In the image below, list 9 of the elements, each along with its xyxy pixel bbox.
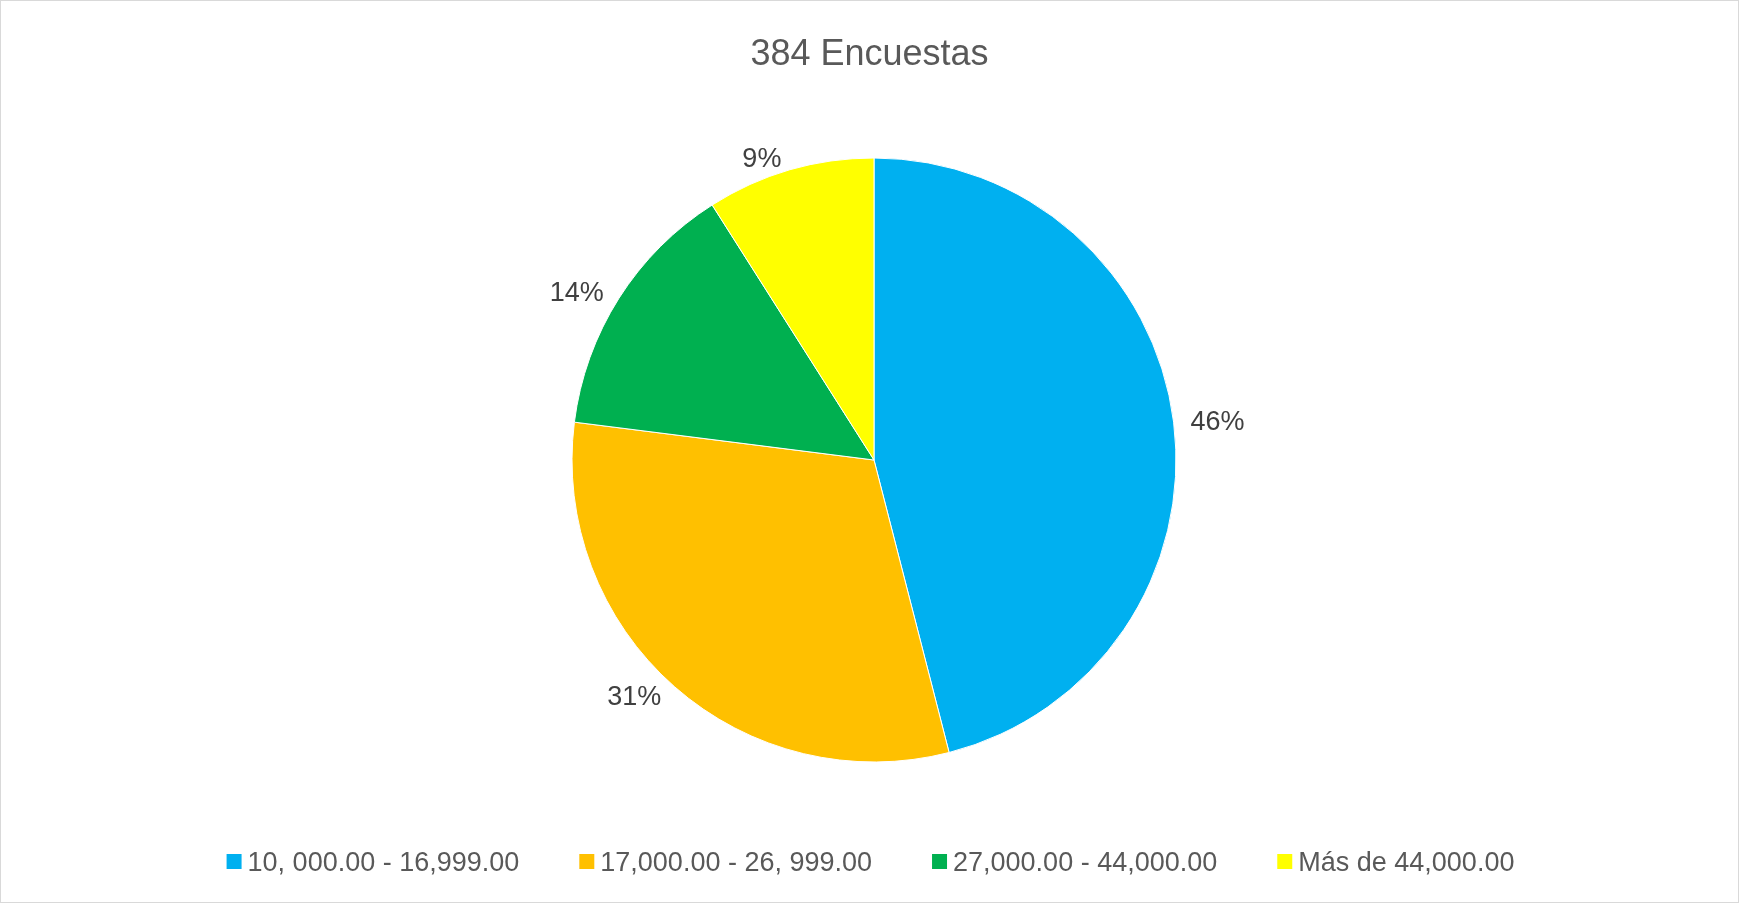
legend-label: 10, 000.00 - 16,999.00 xyxy=(247,846,520,877)
data-label: 14% xyxy=(549,276,604,307)
data-label: 46% xyxy=(1190,405,1245,436)
data-label: 9% xyxy=(742,143,782,174)
chart-title: 384 Encuestas xyxy=(750,31,989,73)
legend-label: 27,000.00 - 44,000.00 xyxy=(953,846,1218,877)
legend-label: Más de 44,000.00 xyxy=(1298,846,1515,877)
legend-label: 17,000.00 - 26, 999.00 xyxy=(600,846,873,877)
data-label: 31% xyxy=(607,680,662,711)
